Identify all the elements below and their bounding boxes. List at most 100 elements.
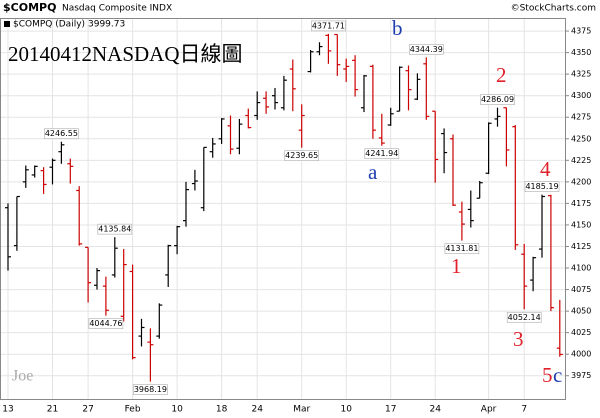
x-tick-label: 27: [82, 405, 93, 415]
ohlc-bar: [263, 91, 270, 114]
ohlc-bar: [245, 108, 252, 129]
price-label-box: [311, 20, 346, 32]
watermark: Joe: [12, 368, 33, 385]
y-tick-label: 3975: [571, 371, 591, 380]
y-tick-label: 4275: [571, 113, 591, 122]
ohlc-bar: [5, 203, 11, 271]
ohlc-bar: [530, 256, 537, 292]
ohlc-bar: [396, 66, 403, 112]
x-tick-label: 10: [171, 405, 183, 415]
ohlc-bar: [458, 201, 465, 241]
wave-label: 3: [513, 327, 524, 351]
price-label: 4052.14: [508, 313, 541, 322]
ohlc-bar: [361, 75, 367, 113]
price-label: 4044.76: [89, 319, 122, 328]
ohlc-bar: [405, 65, 412, 111]
y-tick-label: 4300: [571, 91, 591, 100]
price-label-box: [97, 223, 133, 235]
ohlc-bar: [280, 75, 287, 111]
price-label-box: [408, 44, 444, 55]
ohlc-bar: [218, 118, 225, 144]
ohlc-bar: [165, 244, 172, 287]
ohlc-bar: [174, 225, 181, 255]
y-tick-label: 4250: [571, 134, 591, 143]
x-tick-label: 7: [521, 405, 527, 415]
legend-label: $COMPQ (Daily): [13, 20, 85, 30]
x-tick-label: Apr: [481, 405, 497, 415]
price-label: 4241.94: [365, 149, 398, 158]
ohlc-bar: [369, 64, 376, 139]
y-tick-label: 4125: [571, 242, 591, 251]
ohlc-bar: [183, 181, 189, 227]
y-tick-label: 4175: [571, 199, 591, 208]
price-label: 4185.19: [525, 182, 558, 191]
price-label: 4135.84: [98, 225, 131, 234]
y-tick-label: 4325: [571, 70, 591, 79]
ohlc-bar: [547, 194, 554, 312]
ohlc-bar: [13, 195, 20, 251]
index-name: Nasdaq Composite INDX: [62, 4, 172, 14]
y-tick-label: 4150: [571, 220, 591, 229]
x-tick-label: 13: [2, 405, 13, 415]
y-tick-label: 4225: [571, 156, 591, 165]
x-tick-label: 24: [251, 405, 263, 415]
ohlc-bar: [467, 190, 474, 228]
y-tick-label: 4000: [571, 350, 591, 359]
ohlc-bar: [432, 110, 439, 183]
price-label: 4239.65: [285, 151, 318, 160]
ohlc-bar: [450, 134, 456, 206]
ohlc-bar: [85, 246, 92, 303]
ohlc-bar: [200, 146, 207, 212]
ohlc-bar: [272, 87, 278, 110]
wave-label: 2: [496, 63, 507, 87]
ohlc-bar: [494, 107, 501, 127]
price-label-box: [284, 150, 320, 161]
ohlc-bar: [387, 107, 394, 126]
x-tick-label: 17: [385, 405, 396, 415]
x-tick-label: 18: [216, 405, 228, 415]
ohlc-bar: [378, 113, 385, 146]
ohlc-bar: [316, 42, 323, 56]
ohlc-bar: [138, 318, 145, 347]
x-tick-label: 24: [429, 405, 441, 415]
price-label-box: [44, 128, 79, 140]
ohlc-bar: [343, 58, 350, 82]
ohlc-bar: [31, 165, 38, 178]
y-tick-label: 4200: [571, 177, 591, 186]
plot-frame: [0, 18, 566, 400]
symbol: $COMPQ: [3, 1, 56, 14]
legend-swatch: [4, 21, 10, 27]
ohlc-bar: [352, 55, 359, 97]
y-tick-label: 4025: [571, 328, 591, 337]
ohlc-bar: [94, 268, 100, 290]
ohlc-bar: [325, 33, 332, 64]
price-label: 4131.81: [445, 244, 478, 253]
ohlc-bar: [76, 186, 83, 246]
ohlc-bar: [22, 165, 29, 188]
ohlc-bar: [298, 104, 305, 148]
overlay-title: 20140412NASDAQ日線圖: [8, 42, 243, 66]
price-label: 4286.09: [481, 95, 514, 104]
wave-label: b: [392, 16, 403, 40]
price-label-box: [133, 384, 168, 395]
ohlc-bar: [476, 180, 483, 199]
price-label-box: [364, 148, 400, 160]
wave-label: c: [553, 363, 562, 387]
y-tick-label: 4100: [571, 264, 591, 273]
ohlc-bar: [111, 237, 118, 278]
wave-label: 4: [540, 157, 551, 181]
ohlc-bar: [441, 128, 448, 174]
ohlc-bar: [423, 57, 430, 120]
x-tick-label: Mar: [293, 405, 310, 415]
ohlc-bar: [503, 107, 510, 167]
legend-last: 3999.73: [88, 20, 125, 30]
ohlc-bar: [521, 243, 528, 310]
ohlc-bar: [120, 249, 127, 322]
wave-label: a: [368, 160, 378, 184]
ohlc-bar: [191, 169, 198, 191]
price-label-box: [444, 243, 480, 254]
ohlc-bar: [129, 264, 136, 360]
x-tick-label: 10: [340, 405, 352, 415]
